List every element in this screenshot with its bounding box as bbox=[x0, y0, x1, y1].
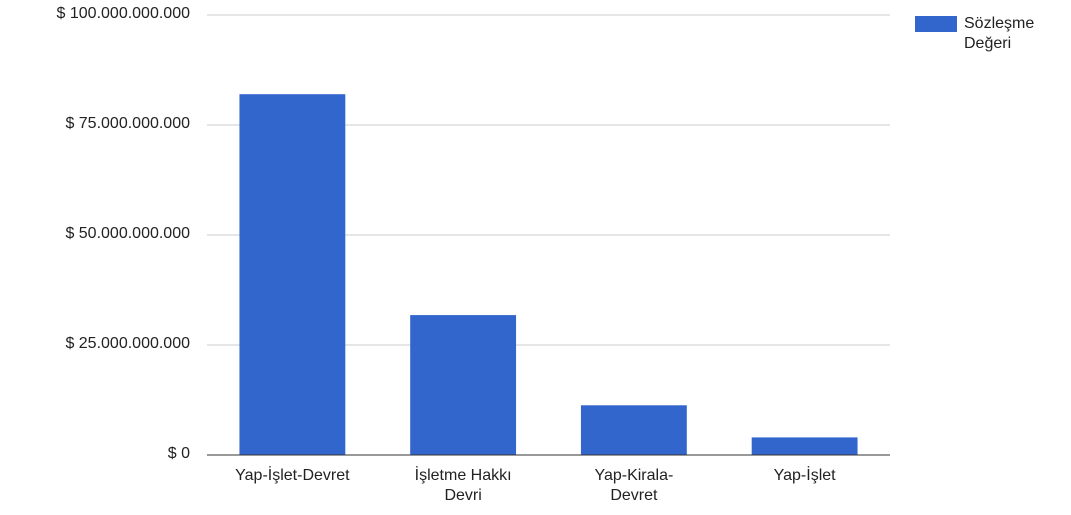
y-tick-label: $ 50.000.000.000 bbox=[65, 225, 190, 242]
bar bbox=[239, 94, 346, 455]
y-tick-label: $ 75.000.000.000 bbox=[65, 115, 190, 132]
x-tick-label: Yap-İşlet-Devret bbox=[235, 467, 350, 484]
x-tick-label: Yap-Kirala-Devret bbox=[594, 467, 674, 504]
x-tick-label: İşletme Hakkı Devri bbox=[414, 467, 512, 504]
bar bbox=[410, 315, 517, 455]
legend-label: Sözleşme Değeri bbox=[964, 15, 1035, 52]
bar bbox=[751, 437, 858, 455]
y-tick-label: $ 25.000.000.000 bbox=[65, 335, 190, 352]
x-tick-label: Yap-İşlet bbox=[773, 467, 836, 484]
legend-swatch bbox=[915, 16, 957, 32]
y-tick-label: $ 100.000.000.000 bbox=[56, 5, 190, 22]
bar bbox=[580, 405, 687, 455]
y-tick-label: $ 0 bbox=[167, 445, 190, 462]
